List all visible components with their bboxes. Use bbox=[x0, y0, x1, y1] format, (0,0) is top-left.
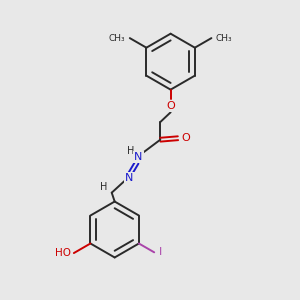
Text: I: I bbox=[158, 247, 162, 257]
Text: N: N bbox=[134, 152, 142, 162]
Text: O: O bbox=[166, 101, 175, 111]
Text: N: N bbox=[125, 173, 134, 183]
Text: O: O bbox=[182, 133, 190, 143]
Text: CH₃: CH₃ bbox=[216, 34, 232, 43]
Text: H: H bbox=[100, 182, 107, 192]
Text: HO: HO bbox=[55, 248, 71, 258]
Text: H: H bbox=[127, 146, 134, 156]
Text: CH₃: CH₃ bbox=[109, 34, 125, 43]
